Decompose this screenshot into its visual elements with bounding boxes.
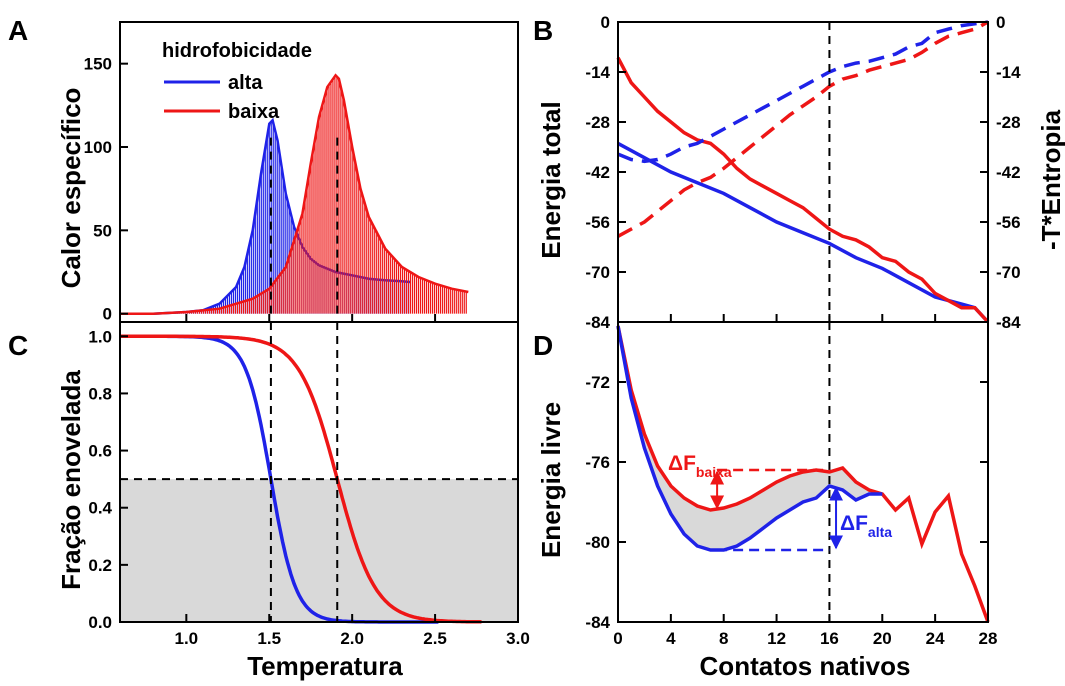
panel-c-folded-fraction: 0.0 0.2 0.4 0.6 0.8 1.0 1.0 1.5 2.0 2.5 3.0 Fração… [56, 321, 530, 681]
shaded-region [120, 479, 518, 622]
b-right-ytick-label-4: -56 [996, 213, 1021, 232]
b-right-ytick-label-3: -42 [996, 163, 1021, 182]
panel-c-ylabel: Fração enovelada [56, 370, 86, 590]
c-ytick-label-5: 1.0 [88, 327, 112, 346]
c-xtick-label-0: 1.0 [175, 629, 199, 648]
series-solid-baixa [616, 56, 990, 324]
panel-d-free-energy: -72-76-80-840 4 8 12 16 20 24 28 Energia livre … [536, 321, 998, 681]
d-xtick-label-7: 28 [979, 629, 998, 648]
b-ytick-label-5: -70 [585, 263, 610, 282]
c-xtick-label-1: 1.5 [257, 629, 281, 648]
legend-title: hidrofobicidade [162, 40, 312, 62]
series-dashed-alta [617, 20, 989, 164]
d-ytick-label-3: -84 [585, 613, 610, 632]
series-solid-alta [617, 141, 990, 324]
b-ytick-label-6: -84 [585, 313, 610, 332]
panel-a-ylabel: Calor específico [56, 88, 86, 289]
b-ytick-label-4: -56 [585, 213, 610, 232]
d-ytick-label-0: -72 [585, 373, 610, 392]
panel-letter-a: A [8, 15, 28, 46]
annot-delta-f-alta-main: ΔF [840, 512, 868, 535]
c-ytick-label-3: 0.6 [88, 442, 112, 461]
panel-letter-d: D [533, 330, 553, 361]
c-xtick-label-3: 2.5 [423, 629, 447, 648]
panel-d-frame [617, 321, 989, 623]
panel-b-energy-entropy: 0 -14 -28 -42 -56 -70 -84 0 -14 -28 -42 -56 -70 -84 E… [536, 13, 1065, 332]
a-ytick-label-3: 150 [84, 55, 112, 74]
a-ytick-label-1: 50 [93, 221, 112, 240]
panel-b-ylabel-left: Energia total [536, 101, 566, 258]
panel-d-plot-area: -72 -76 -80 -840 4 8 12 16 20 24 28 [585, 321, 998, 648]
c-xtick-label-4: 3.0 [506, 629, 530, 648]
annot-delta-f-baixa-main: ΔF [668, 452, 696, 475]
b-right-ytick-label-5: -70 [996, 263, 1021, 282]
c-ytick-label-2: 0.4 [88, 499, 112, 518]
legend-label-baixa: baixa [228, 101, 280, 123]
panel-d-annotations: ΔFbaixa ΔFalta [668, 452, 892, 540]
d-xtick-label-5: 20 [873, 629, 892, 648]
a-ytick-label-0: 0 [103, 305, 112, 324]
b-right-ytick-label-1: -14 [996, 63, 1021, 82]
d-xtick-label-0: 0 [613, 629, 622, 648]
panel-d-ylabel: Energia livre [536, 402, 566, 558]
panel-a-specific-heat: 0 50 100 150 Calor específico hidrofobicida… [56, 21, 519, 324]
d-xtick-label-4: 16 [820, 629, 839, 648]
panel-d-xlabel: Contatos nativos [700, 651, 911, 681]
curve-baixa [120, 334, 482, 624]
annot-delta-f-alta: ΔFalta [840, 512, 892, 540]
curve-baixa [616, 325, 990, 623]
annot-delta-f-alta-sub: alta [868, 524, 892, 540]
d-xtick-label-1: 4 [666, 629, 676, 648]
c-ytick-label-4: 0.8 [88, 384, 112, 403]
a-ytick-label-2: 100 [84, 138, 112, 157]
shaded-band [618, 326, 883, 550]
annot-delta-f-baixa: ΔFbaixa [668, 452, 732, 480]
panel-c-frame [119, 321, 519, 623]
c-ytick-label-0: 0.0 [88, 613, 112, 632]
panel-b-ylabel-right: -T*Entropia [1036, 109, 1065, 250]
d-ytick-label-2: -80 [585, 533, 610, 552]
series-dashed-baixa [617, 20, 989, 238]
panel-c-plot-area: 0.0 0.2 0.4 0.6 0.8 1.0 1.0 1.5 2.0 2.5 3.0 [88, 321, 530, 648]
b-right-ytick-label-2: -28 [996, 113, 1021, 132]
b-ytick-label-2: -28 [585, 113, 610, 132]
panel-letter-b: B [533, 15, 553, 46]
panel-letter-c: C [8, 330, 28, 361]
curve-alta [120, 117, 411, 315]
panel-a-plot-area: 0 50 100 150 [84, 21, 519, 324]
d-xtick-label-3: 12 [767, 629, 786, 648]
d-ytick-label-1: -76 [585, 453, 610, 472]
d-xtick-label-6: 24 [926, 629, 945, 648]
b-ytick-label-3: -42 [585, 163, 610, 182]
c-xtick-label-2: 2.0 [340, 629, 364, 648]
b-right-ytick-label-0: 0 [996, 13, 1005, 32]
panel-c-xlabel: Temperatura [247, 651, 403, 681]
panel-b-plot-area: 0 -14 -28 -42 -56 -70 -84 0 -14 -28 -42 -56 -70 -84 [585, 13, 1021, 332]
b-right-ytick-label-6: -84 [996, 313, 1021, 332]
c-ytick-label-1: 0.2 [88, 556, 112, 575]
b-ytick-label-1: -14 [585, 63, 610, 82]
panel-a-legend: hidrofobicidade alta baixa [162, 40, 312, 123]
d-xtick-label-2: 8 [719, 629, 728, 648]
b-ytick-label-0: 0 [601, 13, 610, 32]
curve-baixa [120, 73, 469, 315]
annot-delta-f-baixa-sub: baixa [696, 464, 732, 480]
legend-label-alta: alta [228, 72, 263, 94]
